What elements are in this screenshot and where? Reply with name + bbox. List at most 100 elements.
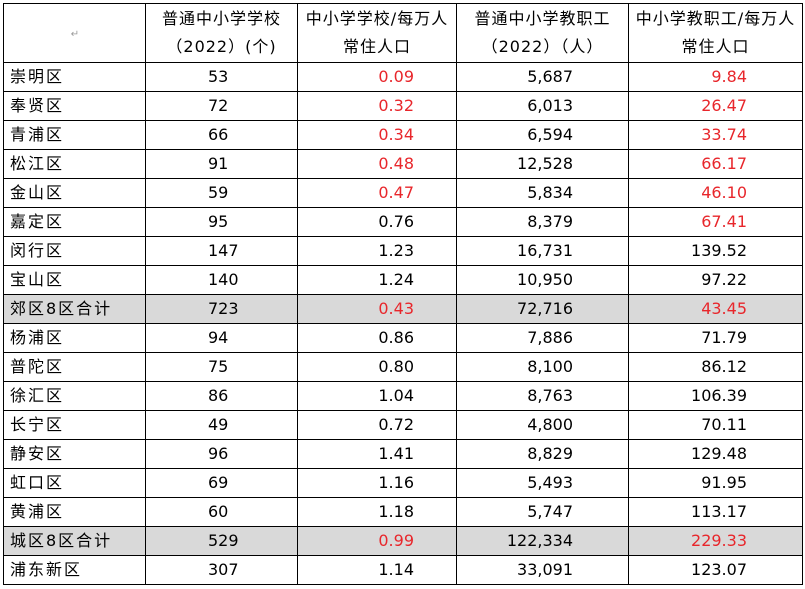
schools-per-10k-cell: 0.34	[297, 120, 457, 150]
staff-per-10k-cell: 97.22	[628, 265, 803, 295]
staff-cell-text: 33,091	[517, 560, 573, 579]
staff-cell: 16,731	[456, 236, 629, 266]
district-name-cell: 郊区8区合计	[3, 294, 146, 324]
schools-cell: 147	[145, 236, 298, 266]
staff-per-10k-cell-text: 33.74	[701, 125, 747, 144]
header-schools-per-10k: 中小学学校/每万人常住人口	[297, 3, 457, 63]
district-name-cell-text: 杨浦区	[10, 328, 65, 347]
schools-per-10k-cell-text: 1.04	[378, 386, 414, 405]
header-schools: 普通中小学学校（2022）(个)	[145, 3, 298, 63]
schools-per-10k-cell-text: 0.47	[378, 183, 414, 202]
district-name-cell: 青浦区	[3, 120, 146, 150]
schools-cell: 69	[145, 468, 298, 498]
staff-per-10k-cell-text: 139.52	[691, 241, 747, 260]
schools-per-10k-cell-text: 0.72	[378, 415, 414, 434]
staff-cell: 33,091	[456, 555, 629, 585]
district-name-cell-text: 普陀区	[10, 357, 65, 376]
schools-cell-text: 95	[208, 212, 229, 231]
table-row: 闵行区 147 1.23 16,731 139.52	[3, 236, 803, 266]
schools-per-10k-cell: 0.43	[297, 294, 457, 324]
district-name-cell-text: 黄浦区	[10, 502, 65, 521]
table-row: 宝山区 140 1.24 10,950 97.22	[3, 265, 803, 295]
schools-cell-text: 147	[208, 241, 239, 260]
schools-per-10k-cell-text: 1.16	[378, 473, 414, 492]
staff-cell: 5,493	[456, 468, 629, 498]
staff-cell-text: 12,528	[517, 154, 573, 173]
schools-per-10k-cell-text: 1.24	[378, 270, 414, 289]
staff-per-10k-cell: 86.12	[628, 352, 803, 382]
schools-per-10k-cell: 0.48	[297, 149, 457, 179]
table-row: 黄浦区 60 1.18 5,747 113.17	[3, 497, 803, 527]
schools-per-10k-cell-text: 1.23	[378, 241, 414, 260]
schools-cell-text: 307	[208, 560, 239, 579]
staff-per-10k-cell-text: 86.12	[701, 357, 747, 376]
staff-per-10k-cell-text: 129.48	[691, 444, 747, 463]
staff-cell: 5,747	[456, 497, 629, 527]
staff-cell: 5,834	[456, 178, 629, 208]
schools-per-10k-cell: 0.32	[297, 91, 457, 121]
schools-per-10k-cell-text: 1.14	[378, 560, 414, 579]
schools-per-10k-cell: 1.18	[297, 497, 457, 527]
staff-cell-text: 16,731	[517, 241, 573, 260]
staff-cell-text: 8,829	[527, 444, 573, 463]
district-name-cell: 徐汇区	[3, 381, 146, 411]
staff-per-10k-cell: 33.74	[628, 120, 803, 150]
staff-per-10k-cell-text: 113.17	[691, 502, 747, 521]
staff-cell: 72,716	[456, 294, 629, 324]
district-name-cell-text: 静安区	[10, 444, 65, 463]
staff-cell: 8,379	[456, 207, 629, 237]
staff-per-10k-cell-text: 71.79	[701, 328, 747, 347]
schools-per-10k-cell: 1.41	[297, 439, 457, 469]
schools-cell-text: 72	[208, 96, 229, 115]
schools-per-10k-cell-text: 0.34	[378, 125, 414, 144]
district-name-cell-text: 郊区8区合计	[10, 299, 113, 318]
schools-cell: 95	[145, 207, 298, 237]
district-name-cell-text: 青浦区	[10, 125, 65, 144]
staff-per-10k-cell: 46.10	[628, 178, 803, 208]
district-name-cell-text: 嘉定区	[10, 212, 65, 231]
schools-per-10k-cell: 1.23	[297, 236, 457, 266]
district-name-cell-text: 城区8区合计	[10, 531, 113, 550]
district-name-cell: 杨浦区	[3, 323, 146, 353]
staff-per-10k-cell: 113.17	[628, 497, 803, 527]
schools-per-10k-cell-text: 0.32	[378, 96, 414, 115]
staff-cell-text: 8,763	[527, 386, 573, 405]
schools-per-10k-cell: 1.04	[297, 381, 457, 411]
staff-cell-text: 122,334	[506, 531, 573, 550]
district-name-cell-text: 浦东新区	[10, 560, 83, 579]
table-row: 青浦区 66 0.34 6,594 33.74	[3, 120, 803, 150]
schools-per-10k-cell: 0.86	[297, 323, 457, 353]
staff-cell-text: 6,594	[527, 125, 573, 144]
schools-cell: 94	[145, 323, 298, 353]
staff-per-10k-cell-text: 43.45	[701, 299, 747, 318]
staff-per-10k-cell-text: 9.84	[711, 67, 747, 86]
schools-cell-text: 53	[208, 67, 229, 86]
schools-per-10k-cell: 1.16	[297, 468, 457, 498]
staff-per-10k-cell: 91.95	[628, 468, 803, 498]
schools-cell: 140	[145, 265, 298, 295]
staff-cell: 5,687	[456, 62, 629, 92]
district-name-cell-text: 宝山区	[10, 270, 65, 289]
staff-cell-text: 72,716	[517, 299, 573, 318]
schools-cell-text: 723	[208, 299, 239, 318]
schools-cell: 75	[145, 352, 298, 382]
table-row: 普陀区 75 0.80 8,100 86.12	[3, 352, 803, 382]
table-row: 崇明区 53 0.09 5,687 9.84	[3, 62, 803, 92]
district-name-cell-text: 徐汇区	[10, 386, 65, 405]
schools-cell-text: 75	[208, 357, 229, 376]
schools-cell: 60	[145, 497, 298, 527]
district-name-cell: 普陀区	[3, 352, 146, 382]
schools-per-10k-cell: 0.80	[297, 352, 457, 382]
district-name-cell: 虹口区	[3, 468, 146, 498]
staff-per-10k-cell-text: 66.17	[701, 154, 747, 173]
staff-cell-text: 10,950	[517, 270, 573, 289]
schools-cell: 91	[145, 149, 298, 179]
staff-per-10k-cell-text: 229.33	[691, 531, 747, 550]
staff-cell: 8,100	[456, 352, 629, 382]
header-blank: ↵	[3, 3, 146, 63]
schools-cell: 66	[145, 120, 298, 150]
schools-cell-text: 66	[208, 125, 229, 144]
staff-cell: 4,800	[456, 410, 629, 440]
staff-cell-text: 5,493	[527, 473, 573, 492]
schools-cell: 307	[145, 555, 298, 585]
